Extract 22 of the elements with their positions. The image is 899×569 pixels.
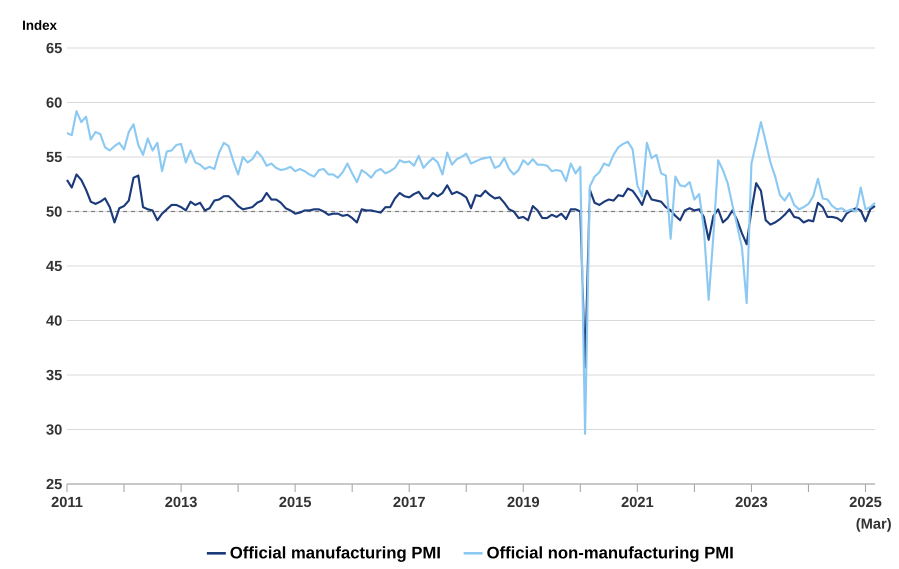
- y-axis-title: Index: [23, 20, 57, 30]
- text: (Mar): [856, 518, 891, 532]
- x-tick-label: 2015: [279, 496, 312, 508]
- x-tick-label: 2013: [165, 496, 197, 508]
- x-tick-label: 2025: [850, 496, 882, 508]
- y-tick-label: 40: [46, 315, 62, 326]
- y-tick-label: 65: [46, 42, 62, 54]
- x-tick-label: 2021: [622, 496, 654, 508]
- y-tick-label: 60: [46, 97, 62, 108]
- y-tick-label: 25: [46, 478, 62, 490]
- legend-label: Official non-manufacturing PMI: [487, 546, 733, 562]
- x-tick-label: 2023: [736, 496, 768, 508]
- x-tick-label: 2019: [507, 496, 540, 508]
- y-tick-label: 30: [46, 424, 62, 435]
- y-tick-label: 50: [46, 206, 62, 217]
- legend-label: Official manufacturing PMI: [230, 546, 440, 562]
- x-tick-label: 2017: [393, 496, 425, 508]
- y-tick-label: 45: [46, 260, 62, 272]
- y-tick-label: 35: [46, 370, 62, 380]
- y-tick-label: 55: [46, 152, 62, 162]
- line-series: [66, 173, 876, 368]
- x-tick-label: 2011: [52, 496, 82, 508]
